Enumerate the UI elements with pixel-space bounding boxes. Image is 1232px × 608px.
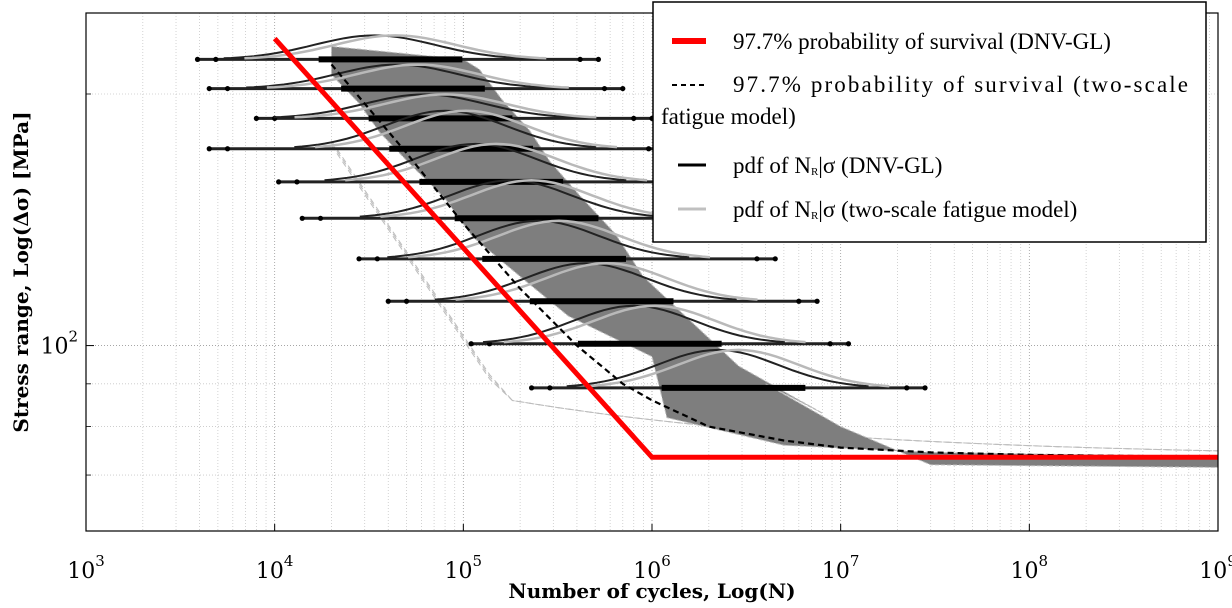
legend-pdf-dnv-sub: R xyxy=(811,166,819,178)
pdf-curve-dnv xyxy=(359,179,662,218)
pdf-outlier-point xyxy=(356,256,362,262)
x-tick-label: 103 xyxy=(67,552,105,584)
legend-pdf-ts-sub: R xyxy=(811,210,819,222)
pdf-curve-dnv xyxy=(294,109,597,149)
pdf-outlier-point xyxy=(194,56,201,62)
pdf-outlier-point xyxy=(213,56,219,62)
legend: 97.7% probability of survival (DNV-GL) 9… xyxy=(652,1,1207,243)
pdf-outlier-point xyxy=(206,146,212,152)
pdf-curve-dnv xyxy=(387,219,690,259)
pdf-outlier-point xyxy=(547,385,553,391)
pdf-outlier-point xyxy=(374,256,380,262)
x-tick-label: 109 xyxy=(1199,552,1232,584)
x-tick-label: 107 xyxy=(822,552,860,584)
pdf-outlier-point xyxy=(299,215,305,221)
pdf-outlier-point xyxy=(528,385,535,391)
pdf-outlier-point xyxy=(796,298,802,304)
series-line-two-scale xyxy=(330,63,1218,458)
pdf-outlier-point xyxy=(620,85,626,92)
pdf-outlier-point xyxy=(772,256,778,262)
pdf-curve-dnv xyxy=(324,142,627,182)
x-axis-label: Number of cycles, Log(N) xyxy=(508,579,795,603)
legend-box xyxy=(652,1,1207,243)
y-axis-label: Stress range, Log(Δσ) [MPa] xyxy=(9,111,33,432)
pdf-outlier-point xyxy=(631,115,637,121)
pdf-outlier-point xyxy=(601,85,608,92)
y-tick-label: 102 xyxy=(40,328,78,360)
pdf-outlier-point xyxy=(845,341,852,347)
pdf-curve-dnv xyxy=(223,34,526,60)
pdf-outlier-point xyxy=(922,385,928,391)
legend-label-dnv: 97.7% probability of survival (DNV-GL) xyxy=(733,29,1111,54)
pdf-curve-dnv xyxy=(273,93,576,119)
pdf-curve-two-scale xyxy=(408,219,711,259)
pdf-outlier-point xyxy=(253,115,259,121)
x-tick-label: 106 xyxy=(633,552,671,584)
pdf-curve-dnv xyxy=(482,304,785,344)
legend-pdf-dnv-pre: pdf of N xyxy=(733,153,811,178)
x-tick-label: 105 xyxy=(445,552,483,584)
legend-label-pdf-dnv: pdf of NR|σ (DNV-GL) xyxy=(733,153,942,178)
pdf-outlier-point xyxy=(595,56,602,62)
pdf-outlier-point xyxy=(403,298,410,304)
legend-label-pdf-two-scale: pdf of NR|σ (two-scale fatigue model) xyxy=(733,197,1077,222)
pdf-curve-two-scale xyxy=(244,34,547,60)
pdf-curve-two-scale xyxy=(503,304,806,344)
pdf-outlier-point xyxy=(385,298,391,304)
pdf-curve-two-scale xyxy=(294,93,597,119)
pdf-outlier-point xyxy=(827,341,833,347)
x-tick-label: 104 xyxy=(256,552,294,584)
pdf-outlier-point xyxy=(317,215,324,221)
pdf-curve-dnv xyxy=(246,63,549,89)
ticks: 103 104 105 106 107 108 109 102 xyxy=(40,93,1232,584)
pdf-curve-two-scale xyxy=(587,348,890,388)
pdf-outlier-point xyxy=(276,179,282,185)
pdf-outlier-point xyxy=(206,85,212,92)
pdf-outlier-point xyxy=(904,385,910,391)
pdf-outlier-point xyxy=(224,146,231,152)
plot-content xyxy=(194,34,1218,468)
legend-label-two-scale-line2: fatigue model) xyxy=(661,104,796,129)
series-line-dnv xyxy=(272,36,1218,460)
pdf-curve-dnv xyxy=(434,262,737,301)
legend-pdf-ts-pre: pdf of N xyxy=(733,197,811,222)
pdf-outlier-point xyxy=(577,56,583,62)
pdf-outlier-point xyxy=(646,146,652,152)
pdf-outlier-point xyxy=(224,85,231,92)
legend-pdf-dnv-post: |σ (DNV-GL) xyxy=(818,153,942,178)
pdf-outlier-point xyxy=(294,179,300,185)
pdf-outlier-point xyxy=(468,341,474,347)
legend-pdf-ts-post: |σ (two-scale fatigue model) xyxy=(818,197,1077,222)
pdf-outlier-point xyxy=(754,256,760,262)
pdf-outlier-point xyxy=(814,298,820,304)
x-tick-label: 108 xyxy=(1011,552,1049,584)
